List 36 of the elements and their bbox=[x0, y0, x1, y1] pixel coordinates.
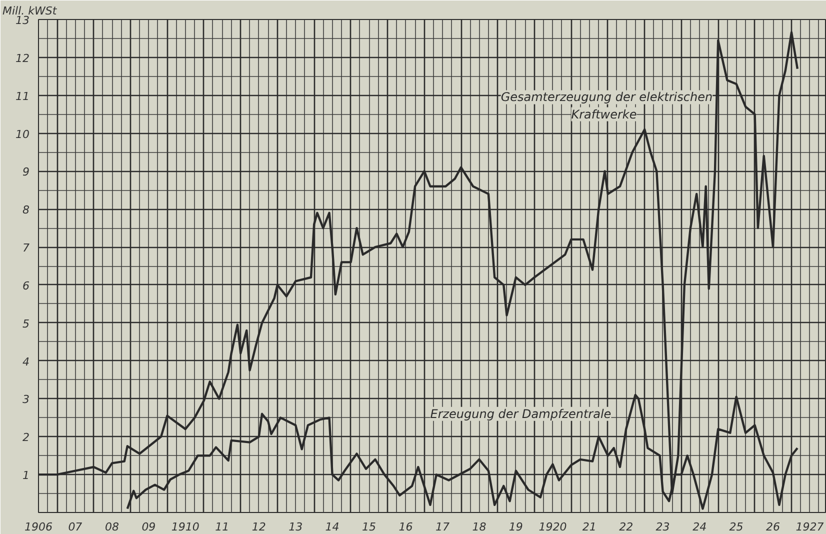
x-tick-label: 17 bbox=[436, 520, 450, 534]
x-tick-label: 1927 bbox=[796, 520, 824, 534]
y-tick-label: 11 bbox=[16, 90, 30, 103]
x-tick-label: 07 bbox=[68, 520, 82, 534]
y-tick-label: 8 bbox=[22, 204, 30, 217]
y-tick-label: 3 bbox=[22, 393, 30, 406]
x-tick-label: 18 bbox=[472, 520, 486, 534]
x-tick-label: 1910 bbox=[171, 520, 200, 534]
x-tick-label: 11 bbox=[215, 520, 230, 534]
y-tick-label: 12 bbox=[16, 52, 30, 65]
series-label: Gesamterzeugung der elektrischen Kraftwerke bbox=[500, 90, 713, 122]
x-tick-label: 22 bbox=[619, 520, 634, 534]
y-tick-label: 6 bbox=[22, 279, 30, 292]
x-tick-label: 12 bbox=[252, 520, 266, 534]
y-tick-label: 10 bbox=[16, 128, 30, 141]
x-tick-label: 1920 bbox=[538, 520, 567, 534]
x-tick-label: 21 bbox=[582, 520, 596, 534]
x-tick-label: 19 bbox=[508, 520, 523, 534]
y-tick-label: 2 bbox=[22, 431, 30, 444]
x-tick-label: 25 bbox=[729, 520, 744, 534]
x-tick-label: 26 bbox=[766, 520, 780, 534]
x-tick-label: 15 bbox=[362, 520, 376, 534]
y-tick-label: 7 bbox=[22, 242, 30, 255]
x-tick-label: 08 bbox=[105, 520, 120, 534]
x-tick-label: 16 bbox=[398, 520, 413, 534]
x-tick-label: 24 bbox=[692, 520, 707, 534]
x-tick-label: 23 bbox=[656, 520, 670, 534]
x-tick-label: 13 bbox=[288, 520, 303, 534]
series-label: Erzeugung der Dampfzentrale bbox=[430, 406, 612, 421]
y-tick-label: 9 bbox=[22, 166, 30, 179]
y-tick-label: 1 bbox=[22, 469, 30, 482]
x-tick-label: 14 bbox=[325, 520, 340, 534]
y-tick-label: 5 bbox=[22, 317, 30, 330]
x-tick-label: 09 bbox=[142, 520, 156, 534]
x-tick-label: 1906 bbox=[24, 520, 53, 534]
y-tick-label: 4 bbox=[22, 355, 30, 368]
